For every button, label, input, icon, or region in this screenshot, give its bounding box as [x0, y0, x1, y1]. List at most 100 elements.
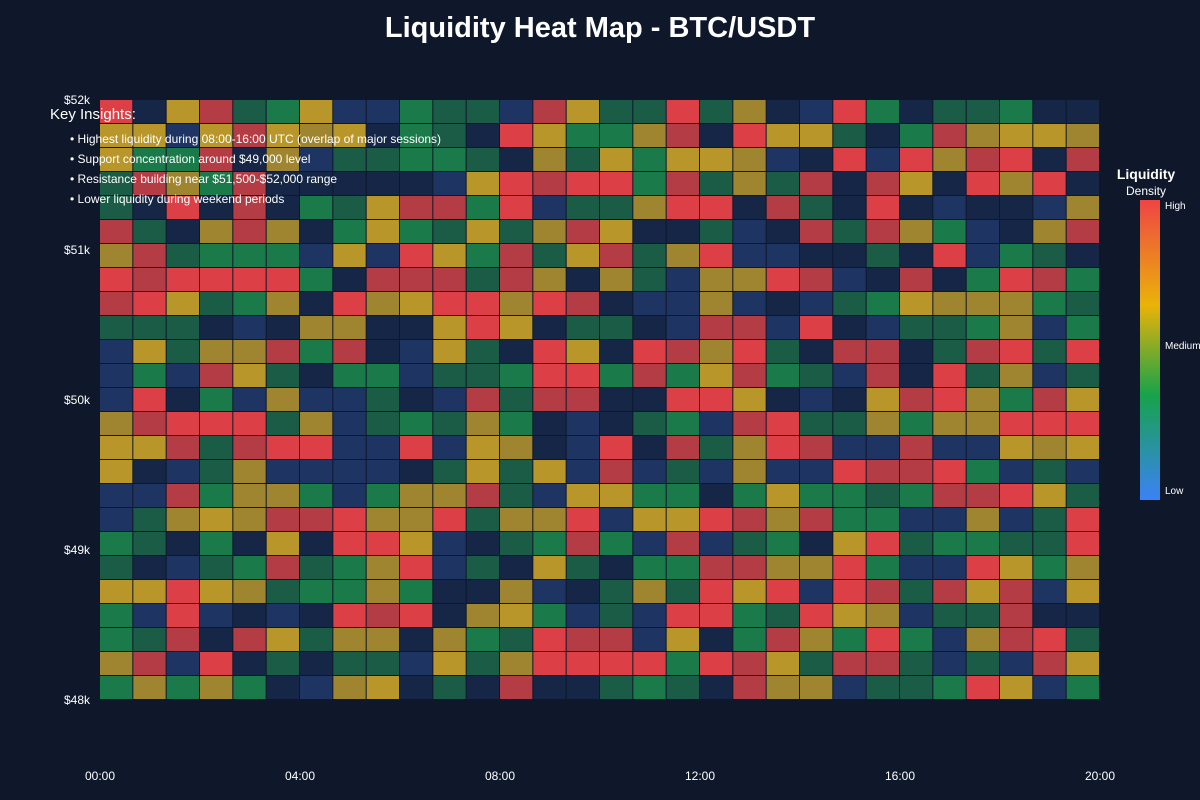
heatmap-cell [100, 388, 133, 411]
heatmap-cell [200, 676, 233, 699]
heatmap-cell [633, 340, 666, 363]
heatmap-cell [533, 244, 566, 267]
heatmap-cell [233, 364, 266, 387]
heatmap-cell [433, 508, 466, 531]
legend-low-label: Low [1165, 486, 1184, 497]
heatmap-cell [633, 508, 666, 531]
heatmap-cell [266, 124, 299, 147]
heatmap-cell [200, 508, 233, 531]
heatmap-cell [266, 316, 299, 339]
heatmap-cell [233, 316, 266, 339]
heatmap-cell [533, 364, 566, 387]
heatmap-cell [100, 100, 133, 123]
heatmap-cell [200, 340, 233, 363]
heatmap-cell [433, 148, 466, 171]
heatmap-cell [100, 676, 133, 699]
heatmap-cell [1000, 580, 1033, 603]
heatmap-cell [733, 148, 766, 171]
heatmap-cell [200, 604, 233, 627]
heatmap-cell [433, 388, 466, 411]
heatmap-cell [766, 124, 799, 147]
heatmap-cell [733, 484, 766, 507]
heatmap-cell [433, 292, 466, 315]
heatmap-cell [233, 676, 266, 699]
heatmap-cell [366, 652, 399, 675]
heatmap-cell [733, 652, 766, 675]
heatmap-cell [600, 364, 633, 387]
heatmap-cell [966, 172, 999, 195]
heatmap-cell [766, 508, 799, 531]
heatmap-cell [333, 604, 366, 627]
heatmap-cell [233, 172, 266, 195]
heatmap-cell [666, 244, 699, 267]
heatmap-cell [900, 676, 933, 699]
heatmap-cell [733, 556, 766, 579]
heatmap-cell [300, 340, 333, 363]
heatmap-cell [233, 340, 266, 363]
heatmap-cell [1066, 220, 1099, 243]
heatmap-cell [766, 172, 799, 195]
heatmap-cell [833, 652, 866, 675]
heatmap-cell [700, 292, 733, 315]
heatmap-cell [266, 100, 299, 123]
heatmap-cell [966, 460, 999, 483]
key-insights-title: Key Insights: [50, 106, 136, 123]
heatmap-cell [866, 604, 899, 627]
heatmap-cell [400, 292, 433, 315]
heatmap-cell [1066, 268, 1099, 291]
heatmap-cell [833, 436, 866, 459]
heatmap-cell [900, 100, 933, 123]
heatmap-cell [266, 508, 299, 531]
heatmap-cell [366, 580, 399, 603]
heatmap-cell [166, 532, 199, 555]
heatmap-cell [800, 604, 833, 627]
heatmap-cell [1066, 196, 1099, 219]
heatmap-cell [133, 292, 166, 315]
heatmap-cell [166, 172, 199, 195]
x-tick-label: 04:00 [284, 769, 316, 783]
heatmap-cell [1000, 244, 1033, 267]
heatmap-cell [1000, 268, 1033, 291]
heatmap-cell [266, 652, 299, 675]
heatmap-cell [533, 532, 566, 555]
heatmap-cell [400, 100, 433, 123]
heatmap-cell [766, 436, 799, 459]
heatmap-cell [1000, 412, 1033, 435]
heatmap-cell [400, 460, 433, 483]
heatmap-cell [500, 556, 533, 579]
heatmap-cell [766, 532, 799, 555]
heatmap-cell [800, 388, 833, 411]
heatmap-cell [833, 292, 866, 315]
heatmap-cell [666, 484, 699, 507]
heatmap-cell [1066, 340, 1099, 363]
heatmap-cell [800, 100, 833, 123]
heatmap-cell [733, 460, 766, 483]
heatmap-cell [1033, 388, 1066, 411]
heatmap-cell [100, 292, 133, 315]
heatmap-cell [133, 148, 166, 171]
heatmap-cell [533, 652, 566, 675]
heatmap-cell [500, 580, 533, 603]
heatmap-cell [166, 508, 199, 531]
heatmap-cell [500, 652, 533, 675]
heatmap-cell [366, 412, 399, 435]
heatmap-cell [933, 340, 966, 363]
heatmap-cell [666, 460, 699, 483]
heatmap-cell [433, 580, 466, 603]
heatmap-cell [833, 508, 866, 531]
x-tick-label: 20:00 [1084, 769, 1116, 783]
heatmap-cell [333, 100, 366, 123]
heatmap-cell [966, 604, 999, 627]
heatmap-cell [300, 556, 333, 579]
heatmap-cell [733, 604, 766, 627]
heatmap-cell [666, 196, 699, 219]
heatmap-cell [266, 292, 299, 315]
heatmap-cell [300, 580, 333, 603]
heatmap-cell [500, 124, 533, 147]
heatmap-cell [1000, 532, 1033, 555]
heatmap-cell [1066, 508, 1099, 531]
legend-title: Liquidity [1116, 166, 1176, 182]
heatmap-cell [600, 316, 633, 339]
heatmap-cell [566, 364, 599, 387]
heatmap-cell [433, 364, 466, 387]
